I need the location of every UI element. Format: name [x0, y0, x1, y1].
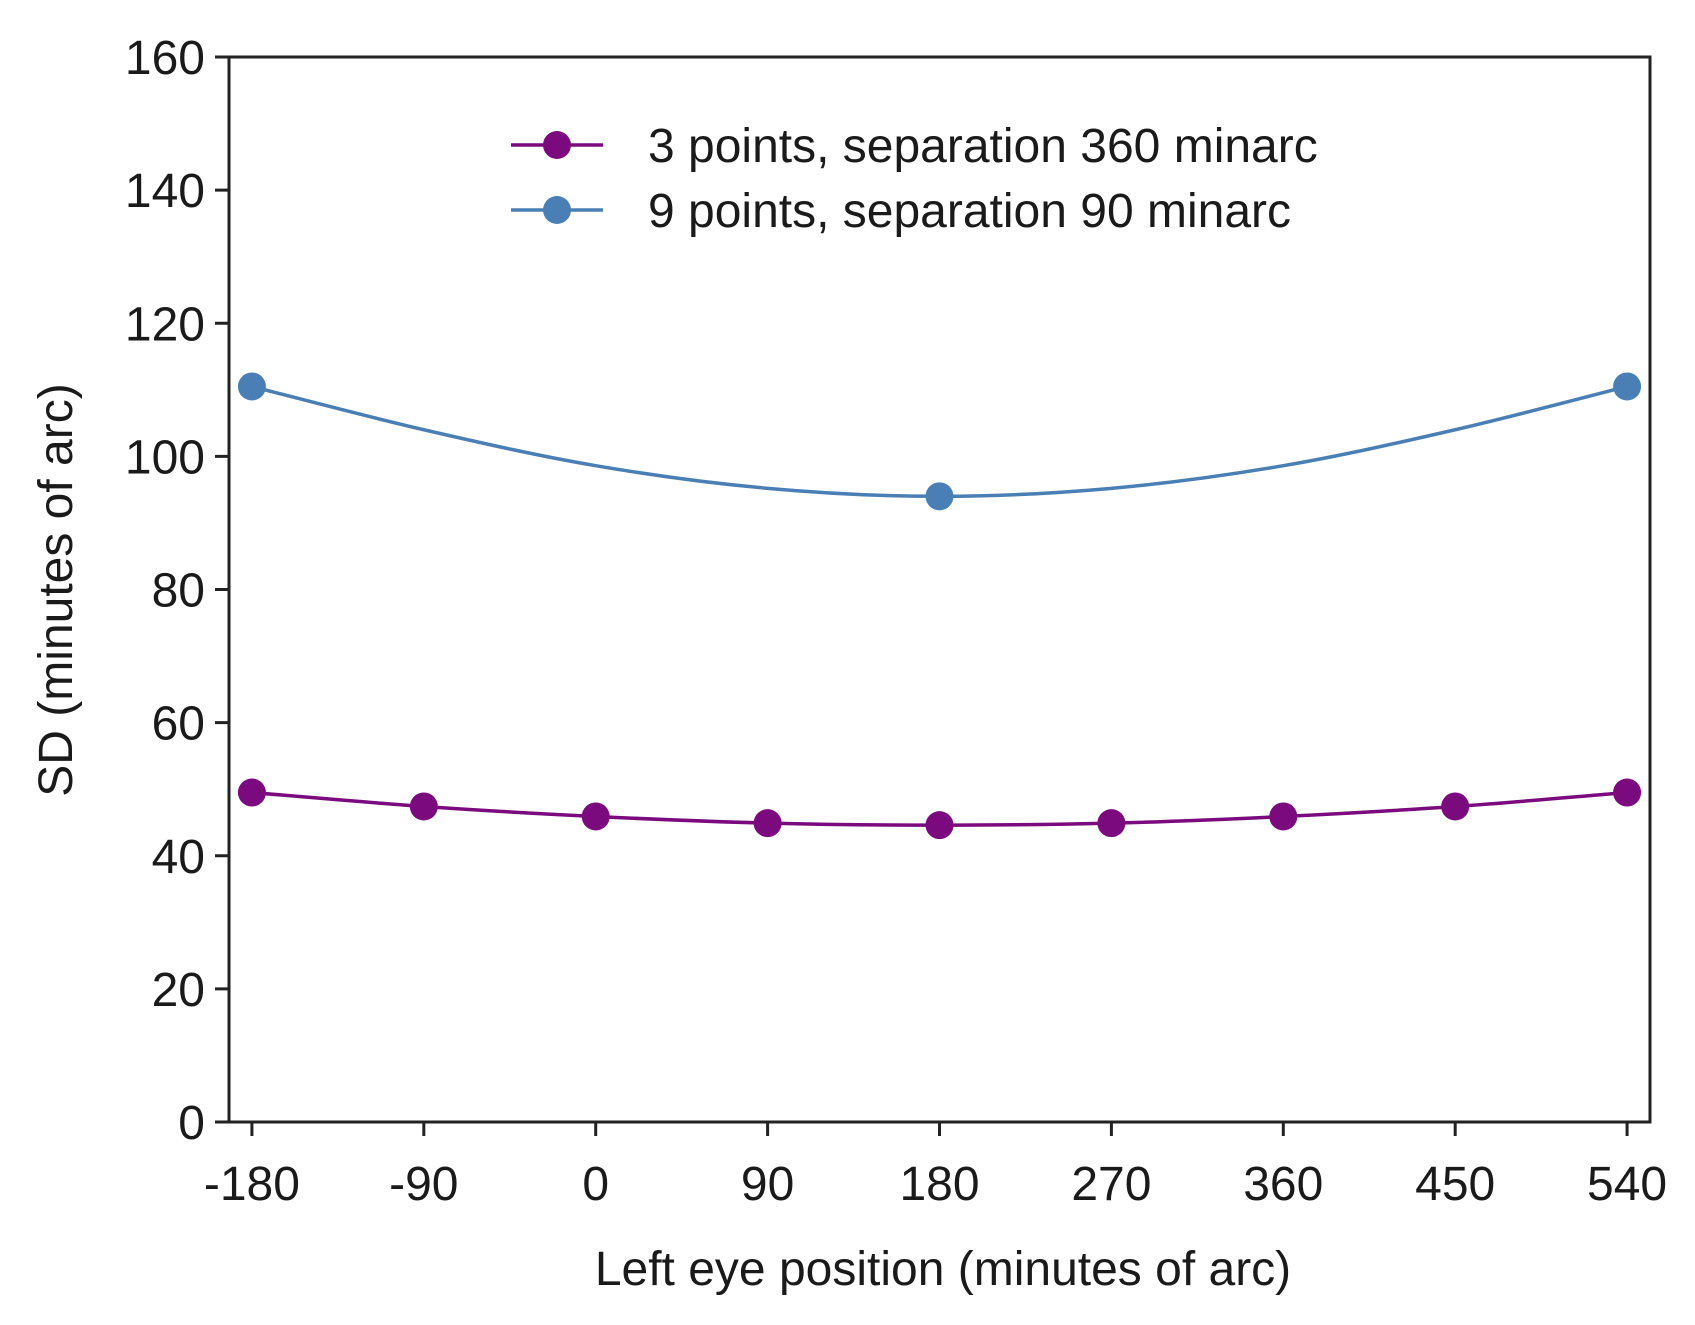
series-1-point: [1269, 802, 1298, 831]
legend-swatch-marker: [543, 196, 571, 224]
series-layer: [237, 372, 1642, 840]
x-tick-label: -90: [389, 1158, 458, 1211]
y-tick-label: 60: [152, 698, 205, 751]
series-1-point: [753, 809, 782, 838]
axes-layer: 0 20 40 60 80 100 120 140 160 -180 -90 0 90 180 270 360…: [125, 32, 1667, 1211]
x-tick-label: 90: [741, 1158, 794, 1211]
y-tick-label: 120: [125, 298, 205, 351]
x-tick-label: -180: [204, 1158, 300, 1211]
legend-swatch-marker: [543, 131, 571, 159]
y-tick-label: 160: [125, 32, 205, 85]
series-1-point: [1097, 809, 1126, 838]
x-tick-label: 540: [1587, 1158, 1667, 1211]
y-tick-label: 100: [125, 431, 205, 484]
y-tick-label: 80: [152, 565, 205, 618]
y-axis-title: SD (minutes of arc): [30, 383, 83, 796]
x-tick-label: 180: [899, 1158, 979, 1211]
y-tick-label: 40: [152, 831, 205, 884]
y-tick-label: 140: [125, 165, 205, 218]
legend: 3 points, separation 360 minarc 9 points,…: [511, 120, 1318, 238]
series-1-point: [237, 778, 266, 807]
x-tick-label: 0: [582, 1158, 609, 1211]
x-tick-label: 360: [1243, 1158, 1323, 1211]
series-1-point: [1613, 778, 1642, 807]
y-tick-label: 0: [178, 1097, 205, 1150]
y-tick-label: 20: [152, 964, 205, 1017]
series-1-point: [409, 792, 438, 821]
x-tick-label: 450: [1415, 1158, 1495, 1211]
x-tick-label: 270: [1071, 1158, 1151, 1211]
series-1-point: [925, 811, 954, 840]
series-2: [237, 372, 1642, 511]
legend-item-2: 9 points, separation 90 minarc: [511, 185, 1291, 238]
series-2-line: [251, 384, 1628, 499]
x-axis-title: Left eye position (minutes of arc): [595, 1243, 1291, 1296]
legend-label: 9 points, separation 90 minarc: [648, 185, 1291, 238]
legend-label: 3 points, separation 360 minarc: [648, 120, 1318, 173]
series-1-point: [1441, 792, 1470, 821]
legend-item-1: 3 points, separation 360 minarc: [511, 120, 1318, 173]
series-2-point: [1613, 372, 1642, 401]
series-2-point: [237, 372, 266, 401]
series-1: [237, 778, 1642, 840]
series-2-point: [925, 482, 954, 511]
series-1-point: [581, 802, 610, 831]
